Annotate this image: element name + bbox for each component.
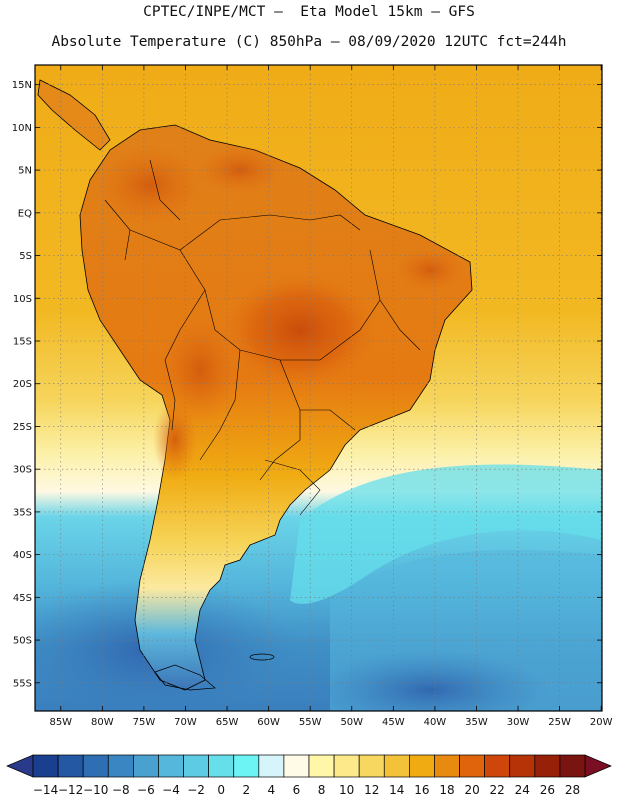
colorbar-label: 26 bbox=[540, 783, 555, 797]
colorbar-swatch bbox=[258, 754, 285, 778]
longitude-label: 25W bbox=[548, 717, 571, 728]
latitude-labels: 15N 10N 5N EQ 5S 10S 15S 20S 25S 30S 35S 40S 45S 50S 5… bbox=[12, 80, 32, 689]
colorbar-label: 16 bbox=[414, 783, 429, 797]
colorbar-label: −8 bbox=[112, 783, 130, 797]
colorbar-swatch bbox=[57, 754, 84, 778]
colorbar-swatch bbox=[333, 754, 360, 778]
latitude-label: 10S bbox=[13, 294, 32, 305]
cold-tongue bbox=[290, 464, 602, 604]
colorbar-label: −4 bbox=[162, 783, 180, 797]
colorbar-swatch bbox=[459, 754, 485, 778]
latitude-label: 10N bbox=[12, 123, 32, 134]
colorbar-swatch bbox=[308, 754, 335, 778]
latitude-label: 5N bbox=[18, 166, 32, 177]
colorbar-swatch bbox=[534, 754, 561, 778]
colorbar-label: 28 bbox=[565, 783, 580, 797]
longitude-label: 65W bbox=[216, 717, 239, 728]
colorbar-label: −6 bbox=[137, 783, 155, 797]
colorbar-label: 20 bbox=[464, 783, 479, 797]
latitude-label: 45S bbox=[13, 593, 32, 604]
warm-core-north bbox=[95, 145, 205, 225]
map-plot-area bbox=[35, 65, 602, 711]
warm-core-venezuela bbox=[195, 145, 285, 195]
longitude-label: 45W bbox=[382, 717, 405, 728]
colorbar-swatch bbox=[32, 754, 59, 778]
colorbar-swatch bbox=[208, 754, 235, 778]
colorbar-label: −10 bbox=[83, 783, 108, 797]
map-title-line1: CPTEC/INPE/MCT – Eta Model 15km – GFS bbox=[143, 4, 475, 20]
colorbar-label: 12 bbox=[364, 783, 379, 797]
colorbar-label: 4 bbox=[268, 783, 276, 797]
colorbar-swatch bbox=[509, 754, 536, 778]
map-title-line2: Absolute Temperature (C) 850hPa – 08/09/… bbox=[51, 34, 567, 50]
warm-core-bolivia bbox=[160, 315, 240, 425]
latitude-label: 30S bbox=[13, 465, 32, 476]
colorbar-swatch bbox=[183, 754, 209, 778]
latitude-label: 55S bbox=[13, 678, 32, 689]
colorbar-label: 2 bbox=[242, 783, 250, 797]
colorbar-swatch bbox=[107, 754, 134, 778]
colorbar-label: 8 bbox=[318, 783, 326, 797]
colorbar-swatch bbox=[233, 754, 260, 778]
colorbar-swatch bbox=[158, 754, 184, 778]
colorbar-swatch bbox=[484, 754, 511, 778]
colorbar-label: −12 bbox=[58, 783, 83, 797]
latitude-label: 25S bbox=[13, 422, 32, 433]
warm-core-brazil bbox=[220, 270, 380, 390]
colorbar-label: 24 bbox=[515, 783, 530, 797]
longitude-label: 40W bbox=[424, 717, 447, 728]
latitude-label: 5S bbox=[19, 251, 32, 262]
latitude-label: 35S bbox=[13, 507, 32, 518]
latitude-label: 50S bbox=[13, 636, 32, 647]
latitude-label: 20S bbox=[13, 379, 32, 390]
falkland-islands bbox=[249, 653, 275, 661]
latitude-label: 40S bbox=[13, 550, 32, 561]
warm-core-andes bbox=[153, 400, 197, 480]
longitude-label: 60W bbox=[257, 717, 280, 728]
colorbar-swatch bbox=[358, 754, 385, 778]
colorbar-swatch bbox=[434, 754, 460, 778]
colorbar-label: 0 bbox=[217, 783, 225, 797]
latitude-label: 15N bbox=[12, 80, 32, 91]
longitude-label: 20W bbox=[590, 717, 613, 728]
colorbar-label: −2 bbox=[187, 783, 205, 797]
colorbar-swatch bbox=[283, 754, 310, 778]
longitude-label: 30W bbox=[507, 717, 530, 728]
central-america bbox=[37, 79, 111, 151]
colorbar-swatch bbox=[82, 754, 109, 778]
longitude-label: 70W bbox=[174, 717, 197, 728]
colorbar-label: 22 bbox=[490, 783, 505, 797]
colorbar-label: −14 bbox=[33, 783, 58, 797]
colorbar-label: 10 bbox=[339, 783, 354, 797]
longitude-label: 35W bbox=[465, 717, 488, 728]
longitude-label: 50W bbox=[340, 717, 363, 728]
tierra-del-fuego bbox=[154, 664, 216, 691]
colorbar-under-arrow bbox=[6, 754, 34, 778]
colorbar-label: 6 bbox=[293, 783, 301, 797]
colorbar-over-arrow bbox=[584, 754, 612, 778]
colorbar-swatch bbox=[559, 754, 586, 778]
temperature-colorbar: −14 −12 −10 −8 −6 −4 −2 0 2 4 6 8 10 12 14 16 18 20 22 24 26… bbox=[6, 754, 612, 797]
axis-ticks bbox=[35, 65, 602, 711]
lat-lon-grid bbox=[35, 65, 602, 711]
colorbar-swatch bbox=[409, 754, 435, 778]
map-frame bbox=[34, 64, 603, 712]
longitude-label: 85W bbox=[49, 717, 72, 728]
longitude-labels: 85W 80W 75W 70W 65W 60W 55W 50W 45W 40W 35W 30W 25W 2… bbox=[49, 717, 612, 728]
colorbar-swatch bbox=[383, 754, 410, 778]
southern-atlantic-cold bbox=[310, 650, 550, 711]
longitude-label: 55W bbox=[299, 717, 322, 728]
longitude-label: 75W bbox=[133, 717, 156, 728]
latitude-label: EQ bbox=[18, 208, 32, 219]
colorbar-label: 18 bbox=[439, 783, 454, 797]
colorbar-swatch bbox=[133, 754, 159, 778]
latitude-label: 15S bbox=[13, 337, 32, 348]
longitude-label: 80W bbox=[91, 717, 114, 728]
warm-core-northeast bbox=[395, 248, 465, 292]
colorbar-label: 14 bbox=[389, 783, 404, 797]
